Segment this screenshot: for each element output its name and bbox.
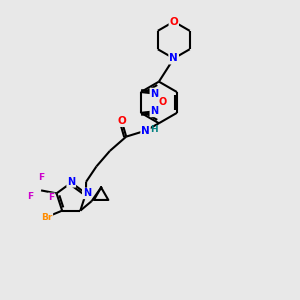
Text: F: F [39,173,45,182]
Text: N: N [67,177,75,187]
Text: N: N [150,106,158,116]
Text: O: O [158,98,166,107]
Text: O: O [169,16,178,27]
Text: N: N [150,88,158,98]
Text: N: N [141,126,150,136]
Text: F: F [48,193,55,202]
Text: F: F [27,192,33,201]
Text: Br: Br [41,213,52,222]
Text: N: N [169,53,178,64]
Text: N: N [83,188,91,198]
Text: H: H [150,125,158,134]
Text: N: N [169,53,178,64]
Text: O: O [117,116,126,126]
